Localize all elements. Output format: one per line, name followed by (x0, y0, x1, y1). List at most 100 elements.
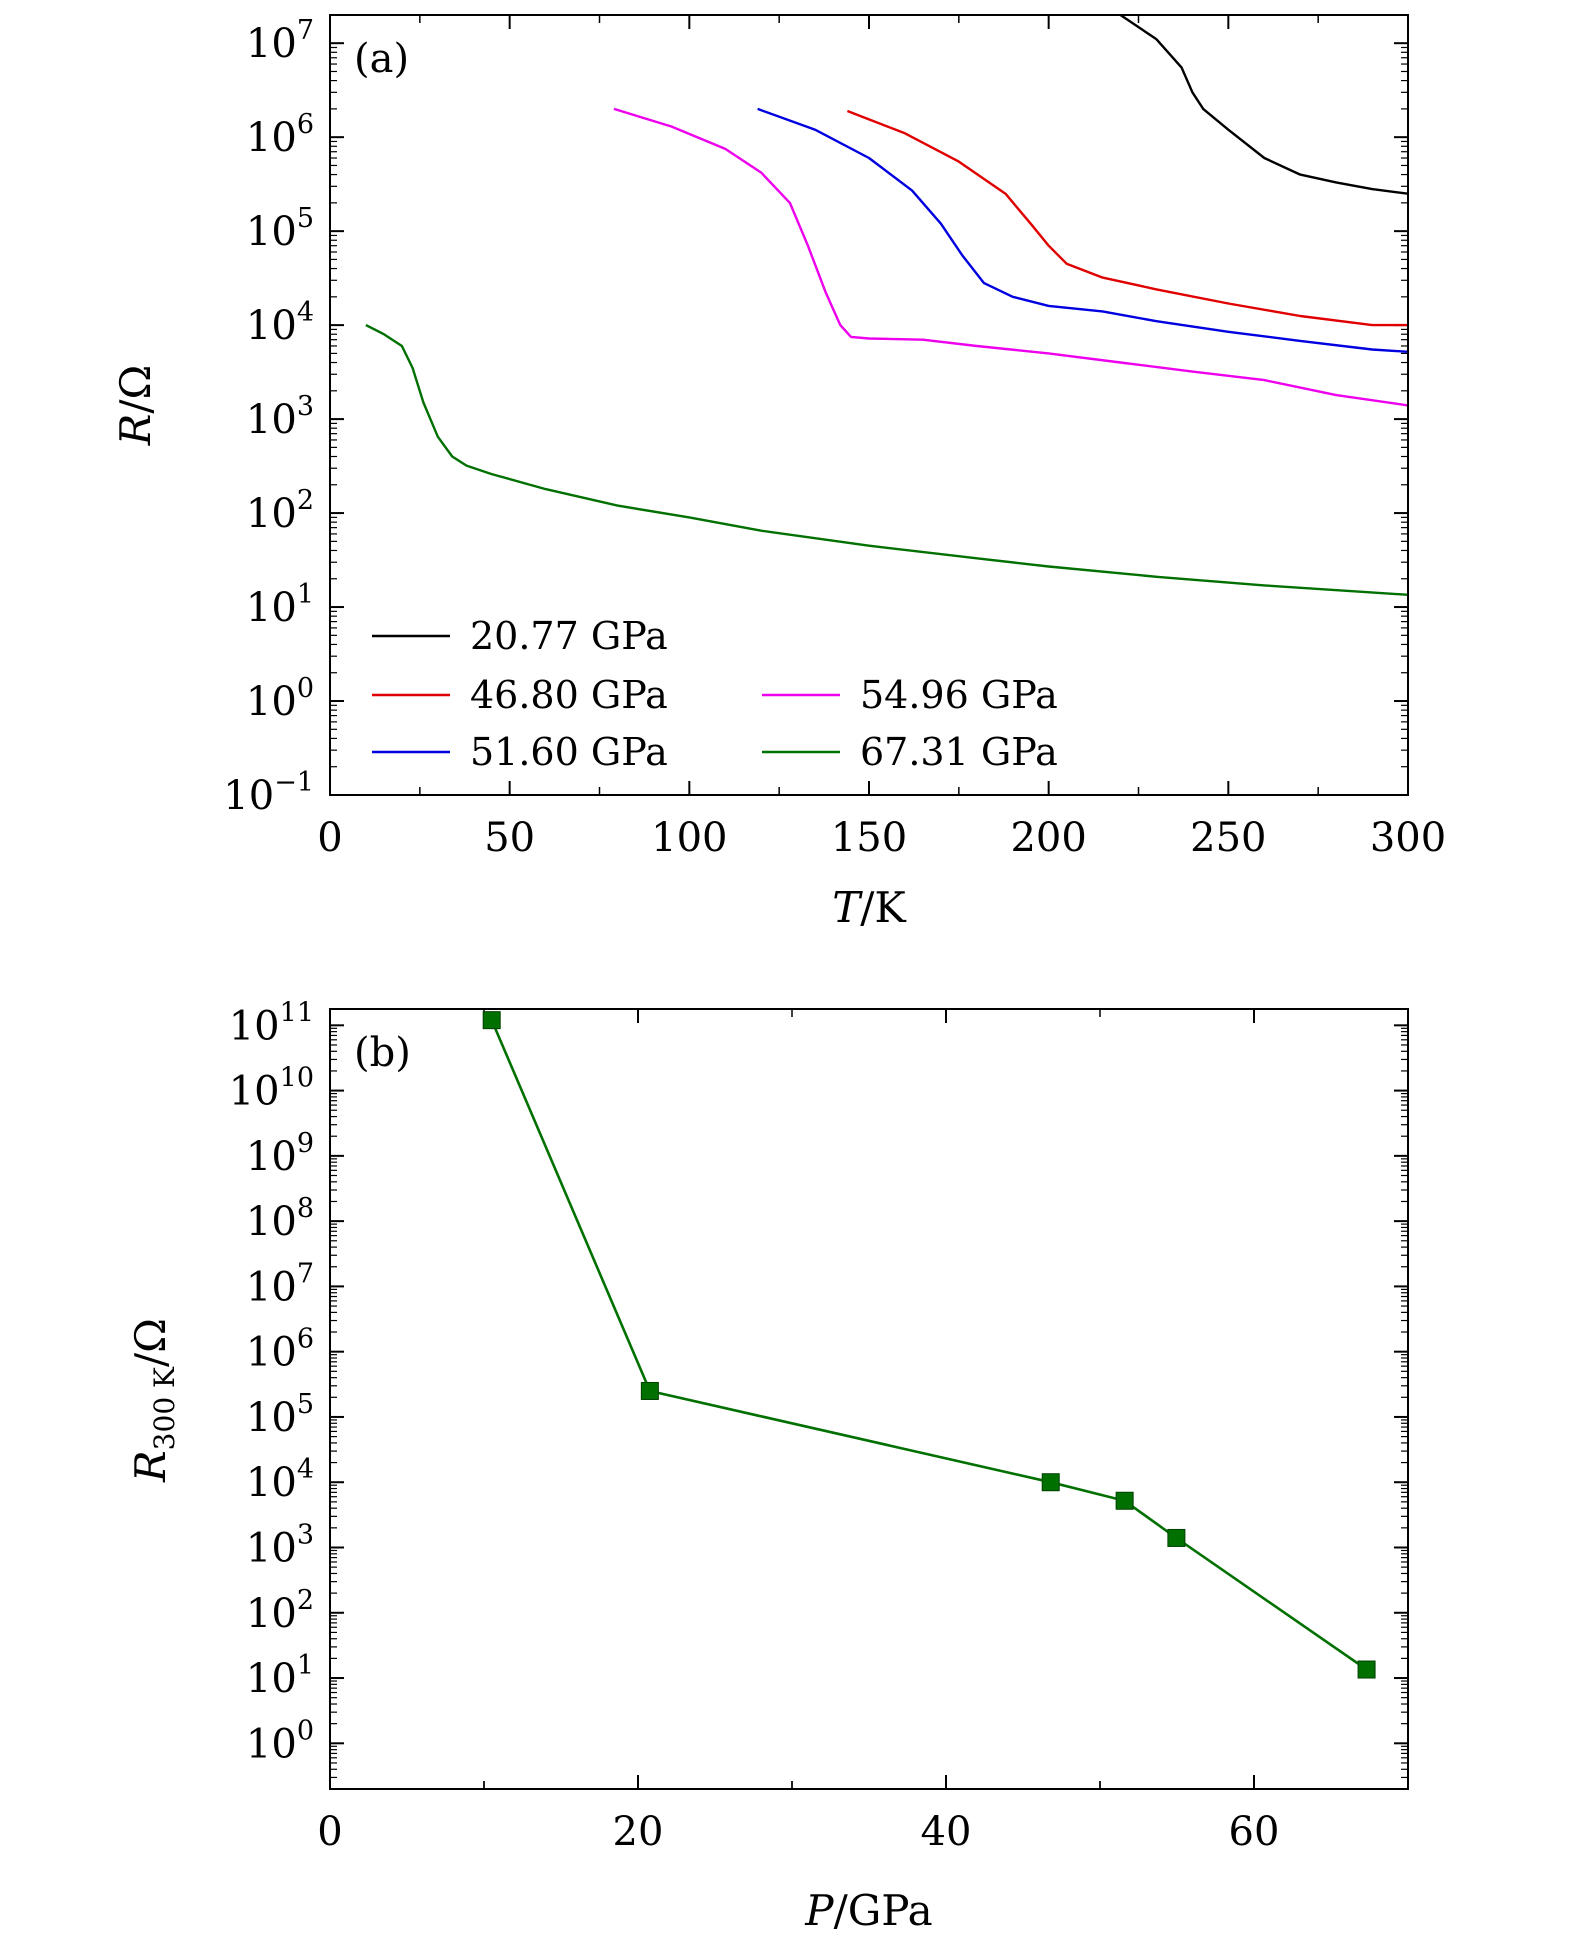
y-tick-base: 10 (246, 1264, 297, 1310)
y-tick-exponent: 7 (297, 15, 314, 46)
y-tick-exponent: 6 (297, 1324, 314, 1355)
y-tick-exponent: 2 (297, 485, 314, 516)
x-tick-label: 60 (1229, 1809, 1280, 1855)
y-tick-exponent: 11 (280, 997, 314, 1028)
legend-entry-51-60: 51.60 GPa (372, 730, 668, 774)
series-line (490, 1019, 1368, 1671)
x-tick-label: 50 (484, 815, 535, 861)
y-tick-base: 10 (246, 679, 297, 725)
data-point-marker (640, 1381, 659, 1400)
y-tick-base: 10 (246, 209, 297, 255)
y-tick-label: 105 (246, 203, 314, 255)
y-tick-label: 1011 (229, 997, 314, 1049)
data-point-marker (482, 1011, 501, 1030)
data-point-marker (1041, 1473, 1060, 1492)
y-tick-label: 108 (246, 1193, 314, 1245)
x-tick-label: 300 (1370, 815, 1446, 861)
panel-a-y-label-sep: / (111, 399, 160, 414)
panel-a-y-axis-label: R/Ω (111, 365, 160, 447)
data-point-marker (1167, 1528, 1186, 1547)
panel-a-frame (329, 14, 1409, 796)
y-tick-exponent: 3 (297, 1519, 314, 1550)
panel-b-frame (329, 1008, 1409, 1790)
panel-a-series (365, 14, 1409, 596)
series-line-2077 (1119, 14, 1409, 195)
y-tick-exponent: 4 (297, 297, 314, 328)
y-tick-base: 10 (246, 115, 297, 161)
y-tick-exponent: 9 (297, 1128, 314, 1159)
y-tick-exponent: 6 (297, 109, 314, 140)
y-tick-label: 101 (246, 579, 314, 631)
data-point-marker (1357, 1660, 1376, 1679)
y-tick-label: 102 (246, 1585, 314, 1637)
y-tick-base: 10 (246, 21, 297, 67)
panel-b-y-label-sep: / (126, 1352, 175, 1367)
y-tick-exponent: 4 (297, 1454, 314, 1485)
x-tick-label: 250 (1190, 815, 1266, 861)
data-point-marker (1115, 1491, 1134, 1510)
y-tick-base: 10 (246, 1199, 297, 1245)
y-tick-exponent: 8 (297, 1193, 314, 1224)
panel-b-x-tick-labels: 0 20 40 60 (317, 1809, 1279, 1855)
y-tick-base: 10 (246, 1656, 297, 1702)
legend-label-20-77: 20.77 GPa (470, 614, 668, 658)
y-tick-label: 103 (246, 1519, 314, 1571)
y-tick-label: 107 (246, 15, 314, 67)
y-tick-base: 10 (246, 1525, 297, 1571)
y-tick-base: 10 (246, 1591, 297, 1637)
legend-entry-67-31: 67.31 GPa (762, 730, 1058, 774)
y-tick-base: 10 (246, 1134, 297, 1180)
y-tick-exponent: 0 (297, 673, 314, 704)
panel-b-ticks (329, 1009, 1409, 1790)
panel-b-y-label-var: R (126, 1450, 175, 1483)
panel-b-y-label-sub: 300 K (148, 1366, 181, 1450)
panel-a-x-label-unit: K (874, 883, 907, 932)
panel-b-y-label-unit: Ω (126, 1318, 175, 1353)
y-tick-exponent: 5 (297, 203, 314, 234)
panel-b-x-axis-label: P/GPa (804, 1886, 932, 1935)
y-tick-label: 106 (246, 109, 314, 161)
y-tick-label: 107 (246, 1258, 314, 1310)
panel-a-y-label-unit: Ω (111, 365, 160, 400)
panel-a-legend: 20.77 GPa 46.80 GPa 51.60 GPa 54.96 GPa … (372, 614, 1058, 774)
y-tick-exponent: −1 (274, 767, 314, 798)
series-line-4680 (846, 109, 1408, 327)
legend-entry-20-77: 20.77 GPa (372, 614, 668, 658)
panel-b-x-label-unit: GPa (848, 1886, 933, 1935)
panel-a-x-tick-labels: 0 50 100 150 200 250 300 (317, 815, 1446, 861)
y-tick-label: 103 (246, 391, 314, 443)
panel-a-y-label-var: R (111, 414, 160, 447)
x-tick-label: 0 (317, 815, 342, 861)
y-tick-label: 105 (246, 1389, 314, 1441)
y-tick-label: 104 (246, 297, 314, 349)
y-tick-base: 10 (246, 1721, 297, 1767)
y-tick-base: 10 (246, 397, 297, 443)
series-line-6731 (365, 324, 1409, 596)
panel-a-x-axis-label: T/K (832, 883, 907, 932)
y-tick-exponent: 7 (297, 1258, 314, 1289)
y-tick-exponent: 3 (297, 391, 314, 422)
x-tick-label: 20 (613, 1809, 664, 1855)
y-tick-base: 10 (223, 773, 274, 819)
panel-b-label: (b) (354, 1030, 411, 1076)
panel-a-x-label-var: T (832, 883, 863, 932)
legend-label-51-60: 51.60 GPa (470, 730, 668, 774)
y-tick-label: 109 (246, 1128, 314, 1180)
legend-entry-54-96: 54.96 GPa (762, 673, 1058, 717)
x-tick-label: 150 (831, 815, 907, 861)
legend-label-54-96: 54.96 GPa (860, 673, 1058, 717)
panel-b-x-label-sep: / (834, 1886, 849, 1935)
y-tick-exponent: 0 (297, 1715, 314, 1746)
y-tick-exponent: 2 (297, 1585, 314, 1616)
x-tick-label: 200 (1010, 815, 1086, 861)
y-tick-label: 10−1 (223, 767, 314, 819)
y-tick-base: 10 (246, 1395, 297, 1441)
panel-b-x-label-var: P (804, 1886, 834, 1935)
panel-a-x-label-sep: / (860, 883, 875, 932)
panel-a-chart: 0 50 100 150 200 250 300 10−110010110210310410… (111, 14, 1446, 932)
y-tick-base: 10 (246, 585, 297, 631)
y-tick-base: 10 (246, 1330, 297, 1376)
legend-label-46-80: 46.80 GPa (470, 673, 668, 717)
